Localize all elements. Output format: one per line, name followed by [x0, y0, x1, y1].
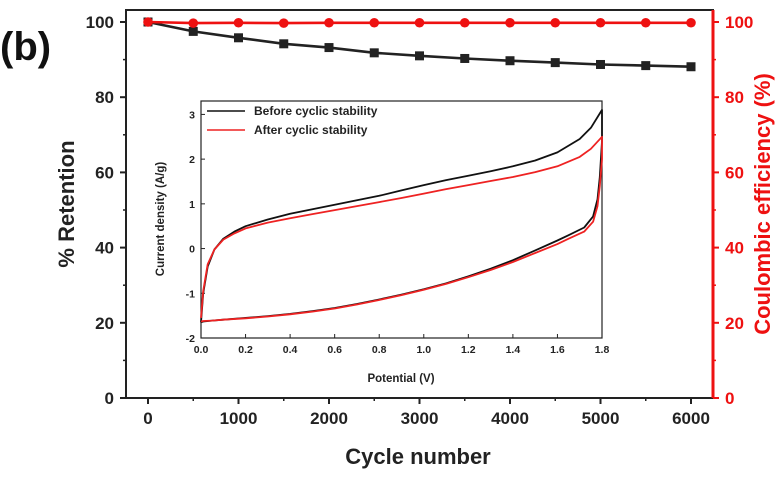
retention-point: [505, 56, 515, 66]
inset-x-tick-label: 0.2: [238, 344, 253, 356]
y-tick-label: 0: [105, 389, 114, 408]
legend-label-after: After cyclic stability: [254, 123, 368, 137]
retention-point: [641, 61, 651, 71]
inset-x-tick-label: 0.4: [283, 344, 298, 356]
x-tick-label: 1000: [220, 409, 258, 428]
x-tick-label: 2000: [310, 409, 348, 428]
coulombic-point: [233, 17, 244, 28]
coulombic-point: [369, 17, 380, 28]
inset-x-tick-label: 1.6: [550, 344, 565, 356]
panel-label: (b): [0, 25, 51, 69]
inset-y-axis-title: Current density (A/g): [155, 162, 167, 277]
coulombic-point: [640, 17, 651, 28]
retention-point: [415, 51, 424, 61]
legend-label-before: Before cyclic stability: [254, 104, 378, 118]
retention-point: [279, 39, 289, 49]
y-axis-title: % Retention: [54, 140, 79, 267]
x-tick-label: 0: [143, 409, 152, 428]
inset-x-tick-label: 0.6: [327, 344, 342, 356]
y2-axis-title: Coulombic efficiency (%): [750, 73, 775, 335]
inset-y-tick-label: -2: [186, 333, 195, 345]
inset-x-tick-label: 1.2: [461, 344, 476, 356]
cv-after-curve: [200, 135, 603, 323]
inset-y-tick-label: 3: [189, 109, 195, 121]
inset-y-tick-label: 1: [189, 199, 195, 211]
y2-tick-label: 0: [725, 389, 734, 408]
coulombic-point: [686, 17, 696, 28]
x-tick-label: 5000: [582, 409, 620, 428]
retention-point: [234, 33, 243, 43]
inset-x-tick-label: 1.0: [416, 344, 431, 356]
inset-axes: 0.0 0.2 0.4 0.6 0.8 1.0 1.2 1.4 1.6 1.8 -2 -1 0 1 2 3: [186, 109, 610, 356]
y-tick-label: 40: [95, 239, 114, 258]
inset-y-tick-label: 0: [189, 244, 195, 256]
inset-y-tick-label: 2: [189, 154, 195, 166]
y-tick-label: 80: [95, 88, 114, 107]
retention-point: [324, 43, 334, 53]
coulombic-point: [505, 17, 515, 28]
retention-point: [188, 26, 198, 36]
y-tick-label: 60: [95, 163, 114, 182]
y2-tick-label: 20: [725, 314, 744, 333]
retention-point: [686, 62, 696, 72]
y-tick-label: 100: [86, 13, 114, 32]
y-tick-label: 20: [95, 314, 114, 333]
inset-x-tick-label: 0.8: [372, 344, 387, 356]
retention-point: [460, 53, 470, 63]
inset-y-tick-label: -1: [186, 288, 195, 300]
inset-chart: 0.0 0.2 0.4 0.6 0.8 1.0 1.2 1.4 1.6 1.8 -2 -1 0 1 2 3 B…: [155, 100, 610, 385]
main-axes: 0 1000 2000 3000 4000 5000 6000020406080100020…: [86, 13, 754, 428]
x-axis-title: Cycle number: [345, 444, 491, 469]
y2-tick-label: 100: [725, 13, 753, 32]
y2-tick-label: 60: [725, 163, 744, 182]
x-tick-label: 4000: [491, 409, 529, 428]
y2-tick-label: 80: [725, 88, 744, 107]
coulombic-point: [414, 17, 425, 28]
x-tick-label: 6000: [672, 409, 710, 428]
coulombic-point: [324, 17, 334, 28]
inset-legend: Before cyclic stability After cyclic sta…: [207, 104, 378, 137]
inset-x-tick-label: 0.0: [194, 344, 209, 356]
coulombic-point: [459, 17, 470, 28]
retention-point: [550, 58, 560, 68]
inset-x-axis-title: Potential (V): [367, 373, 434, 385]
coulombic-point: [188, 18, 199, 28]
x-tick-label: 3000: [401, 409, 439, 428]
inset-x-tick-label: 1.8: [595, 344, 610, 356]
retention-point: [369, 48, 379, 58]
coulombic-point: [550, 17, 561, 28]
inset-series: [200, 109, 603, 324]
inset-x-tick-label: 1.4: [506, 344, 521, 356]
coulombic-point: [278, 18, 289, 28]
y2-tick-label: 40: [725, 239, 744, 258]
retention-point: [596, 59, 605, 69]
coulombic-point: [595, 17, 606, 28]
coulombic-point: [143, 17, 153, 27]
main-series: [143, 17, 696, 72]
